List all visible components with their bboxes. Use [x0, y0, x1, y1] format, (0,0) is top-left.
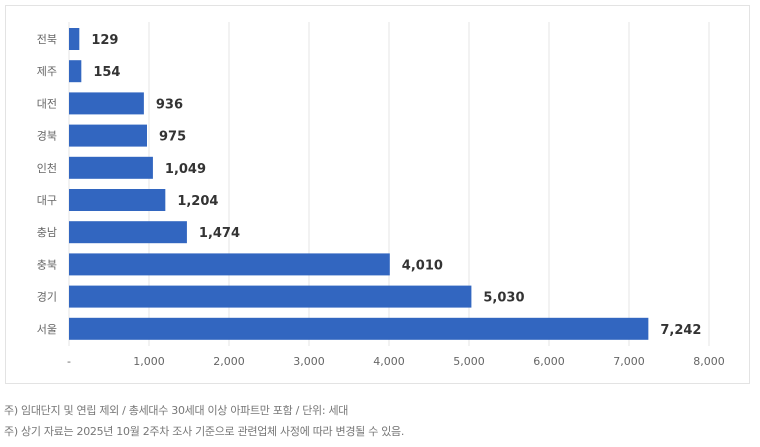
category-label: 대구	[37, 194, 57, 207]
category-label: 경기	[37, 291, 57, 304]
category-label: 제주	[37, 65, 57, 78]
data-label: 154	[93, 65, 120, 80]
category-label: 서울	[37, 323, 57, 336]
data-label: 1,204	[177, 194, 218, 209]
data-label: 975	[159, 130, 186, 145]
data-label: 5,030	[483, 291, 524, 306]
x-tick-label: 8,000	[693, 355, 725, 368]
x-tick-label: -	[67, 355, 71, 368]
footnote-2: 주) 상기 자료는 2025년 10월 2주차 조사 기준으로 관련업체 사정에…	[4, 425, 405, 438]
bar	[69, 285, 472, 308]
data-label: 4,010	[402, 258, 443, 273]
data-label: 129	[91, 33, 118, 48]
footnote-1: 주) 임대단지 및 연립 제외 / 총세대수 30세대 이상 아파트만 포함 /…	[4, 404, 349, 417]
data-label: 936	[156, 97, 183, 112]
category-label: 인천	[37, 161, 57, 175]
x-tick-label: 4,000	[373, 355, 405, 368]
bar	[69, 28, 80, 50]
data-label: 1,474	[199, 226, 240, 241]
bar	[69, 253, 390, 276]
x-tick-label: 7,000	[613, 355, 645, 368]
category-label: 충북	[37, 258, 57, 271]
bar	[69, 317, 649, 340]
data-label: 7,242	[660, 323, 701, 338]
x-tick-label: 5,000	[453, 355, 485, 368]
data-label: 1,049	[165, 162, 206, 177]
bar	[69, 189, 166, 211]
chart-frame	[5, 5, 750, 384]
bar	[69, 124, 147, 147]
x-tick-label: 2,000	[213, 355, 245, 368]
bar	[69, 221, 187, 244]
bar	[69, 92, 144, 115]
category-label: 대전	[37, 97, 57, 110]
bar	[69, 60, 82, 83]
category-label: 전북	[37, 33, 57, 46]
x-tick-label: 6,000	[533, 355, 565, 368]
x-tick-label: 1,000	[133, 355, 165, 368]
category-label: 경북	[37, 130, 57, 143]
x-tick-label: 3,000	[293, 355, 325, 368]
category-label: 충남	[37, 226, 57, 239]
bar	[69, 156, 153, 179]
